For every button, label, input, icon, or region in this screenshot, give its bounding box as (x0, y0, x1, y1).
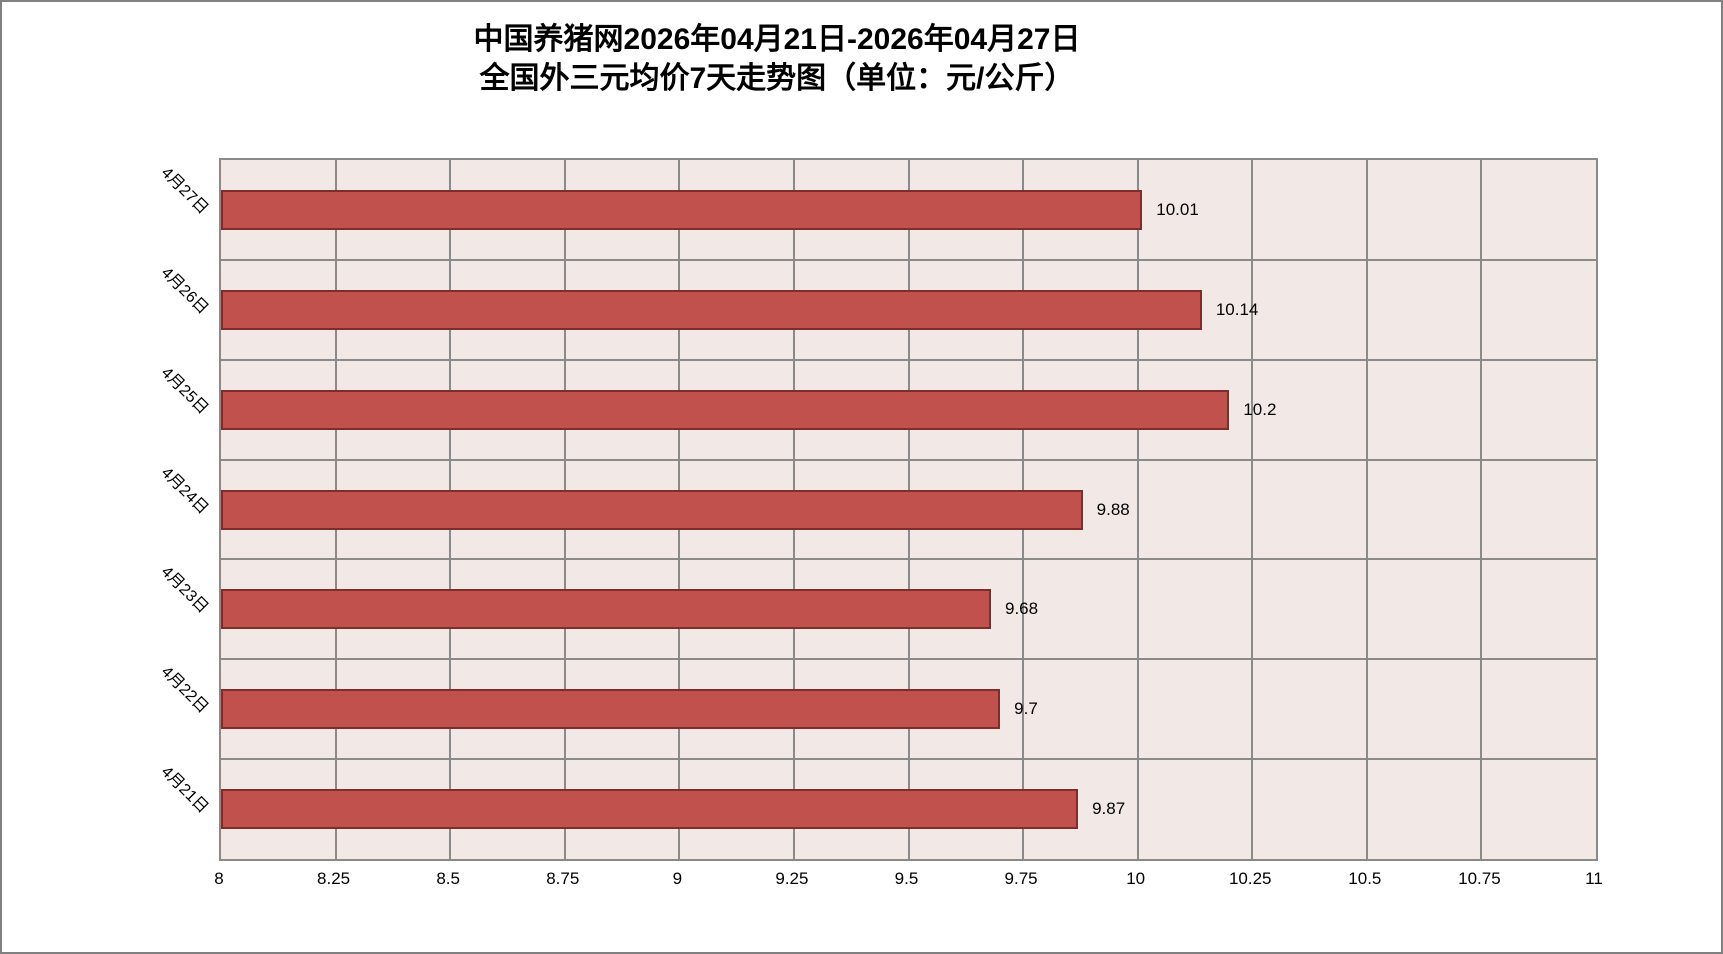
bar (221, 389, 1230, 430)
x-axis-tick-label: 9.5 (894, 869, 919, 888)
chart-title-line2: 全国外三元均价7天走势图（单位：元/公斤） (479, 62, 1075, 95)
x-axis-tick-label: 8.25 (317, 869, 351, 888)
x-axis-tick-label: 10 (1126, 869, 1146, 888)
bar-value-label: 9.68 (1005, 599, 1039, 619)
bar (221, 589, 991, 630)
bar-value-label: 10.2 (1243, 399, 1277, 419)
band-separator (221, 558, 1596, 561)
bar-value-label: 10.14 (1215, 299, 1259, 319)
gridline (1480, 160, 1483, 859)
x-axis-tick-label: 11 (1585, 869, 1603, 888)
gridline (1365, 160, 1368, 859)
bar-value-label: 9.88 (1096, 499, 1130, 519)
bar (221, 189, 1143, 230)
band-separator (221, 758, 1596, 761)
chart-title-line1: 中国养猪网2026年04月21日-2026年04月27日 (473, 23, 1081, 56)
bar (221, 789, 1079, 830)
x-axis-tick-label: 8.75 (546, 869, 580, 888)
plot-area: 10.01 10.14 10.2 9.88 9.68 9.7 9.87 (219, 158, 1598, 861)
bar-value-label: 9.87 (1092, 799, 1126, 819)
x-axis-tick-label: 9 (672, 869, 683, 888)
gridline (1251, 160, 1254, 859)
bar (221, 689, 1001, 730)
x-axis-tick-label: 10.5 (1348, 869, 1382, 888)
x-axis-tick-label: 10.25 (1228, 869, 1272, 888)
x-axis-tick-label: 8 (214, 869, 224, 888)
x-axis-tick-label: 9.75 (1004, 869, 1038, 888)
x-axis-tick-label: 8.5 (436, 869, 460, 888)
x-axis-tick-label: 10.75 (1458, 869, 1501, 888)
band-separator (221, 458, 1596, 461)
chart-title: 中国养猪网2026年04月21日-2026年04月27日 全国外三元均价7天走势… (2, 20, 1552, 98)
band-separator (221, 358, 1596, 361)
bar-value-label: 10.01 (1156, 199, 1199, 219)
gridline (1136, 160, 1139, 859)
x-axis-tick-label: 9.25 (775, 869, 809, 888)
bar-value-label: 9.7 (1014, 699, 1038, 719)
bar (221, 489, 1083, 530)
band-separator (221, 658, 1596, 661)
band-separator (221, 258, 1596, 261)
bar (221, 289, 1202, 330)
